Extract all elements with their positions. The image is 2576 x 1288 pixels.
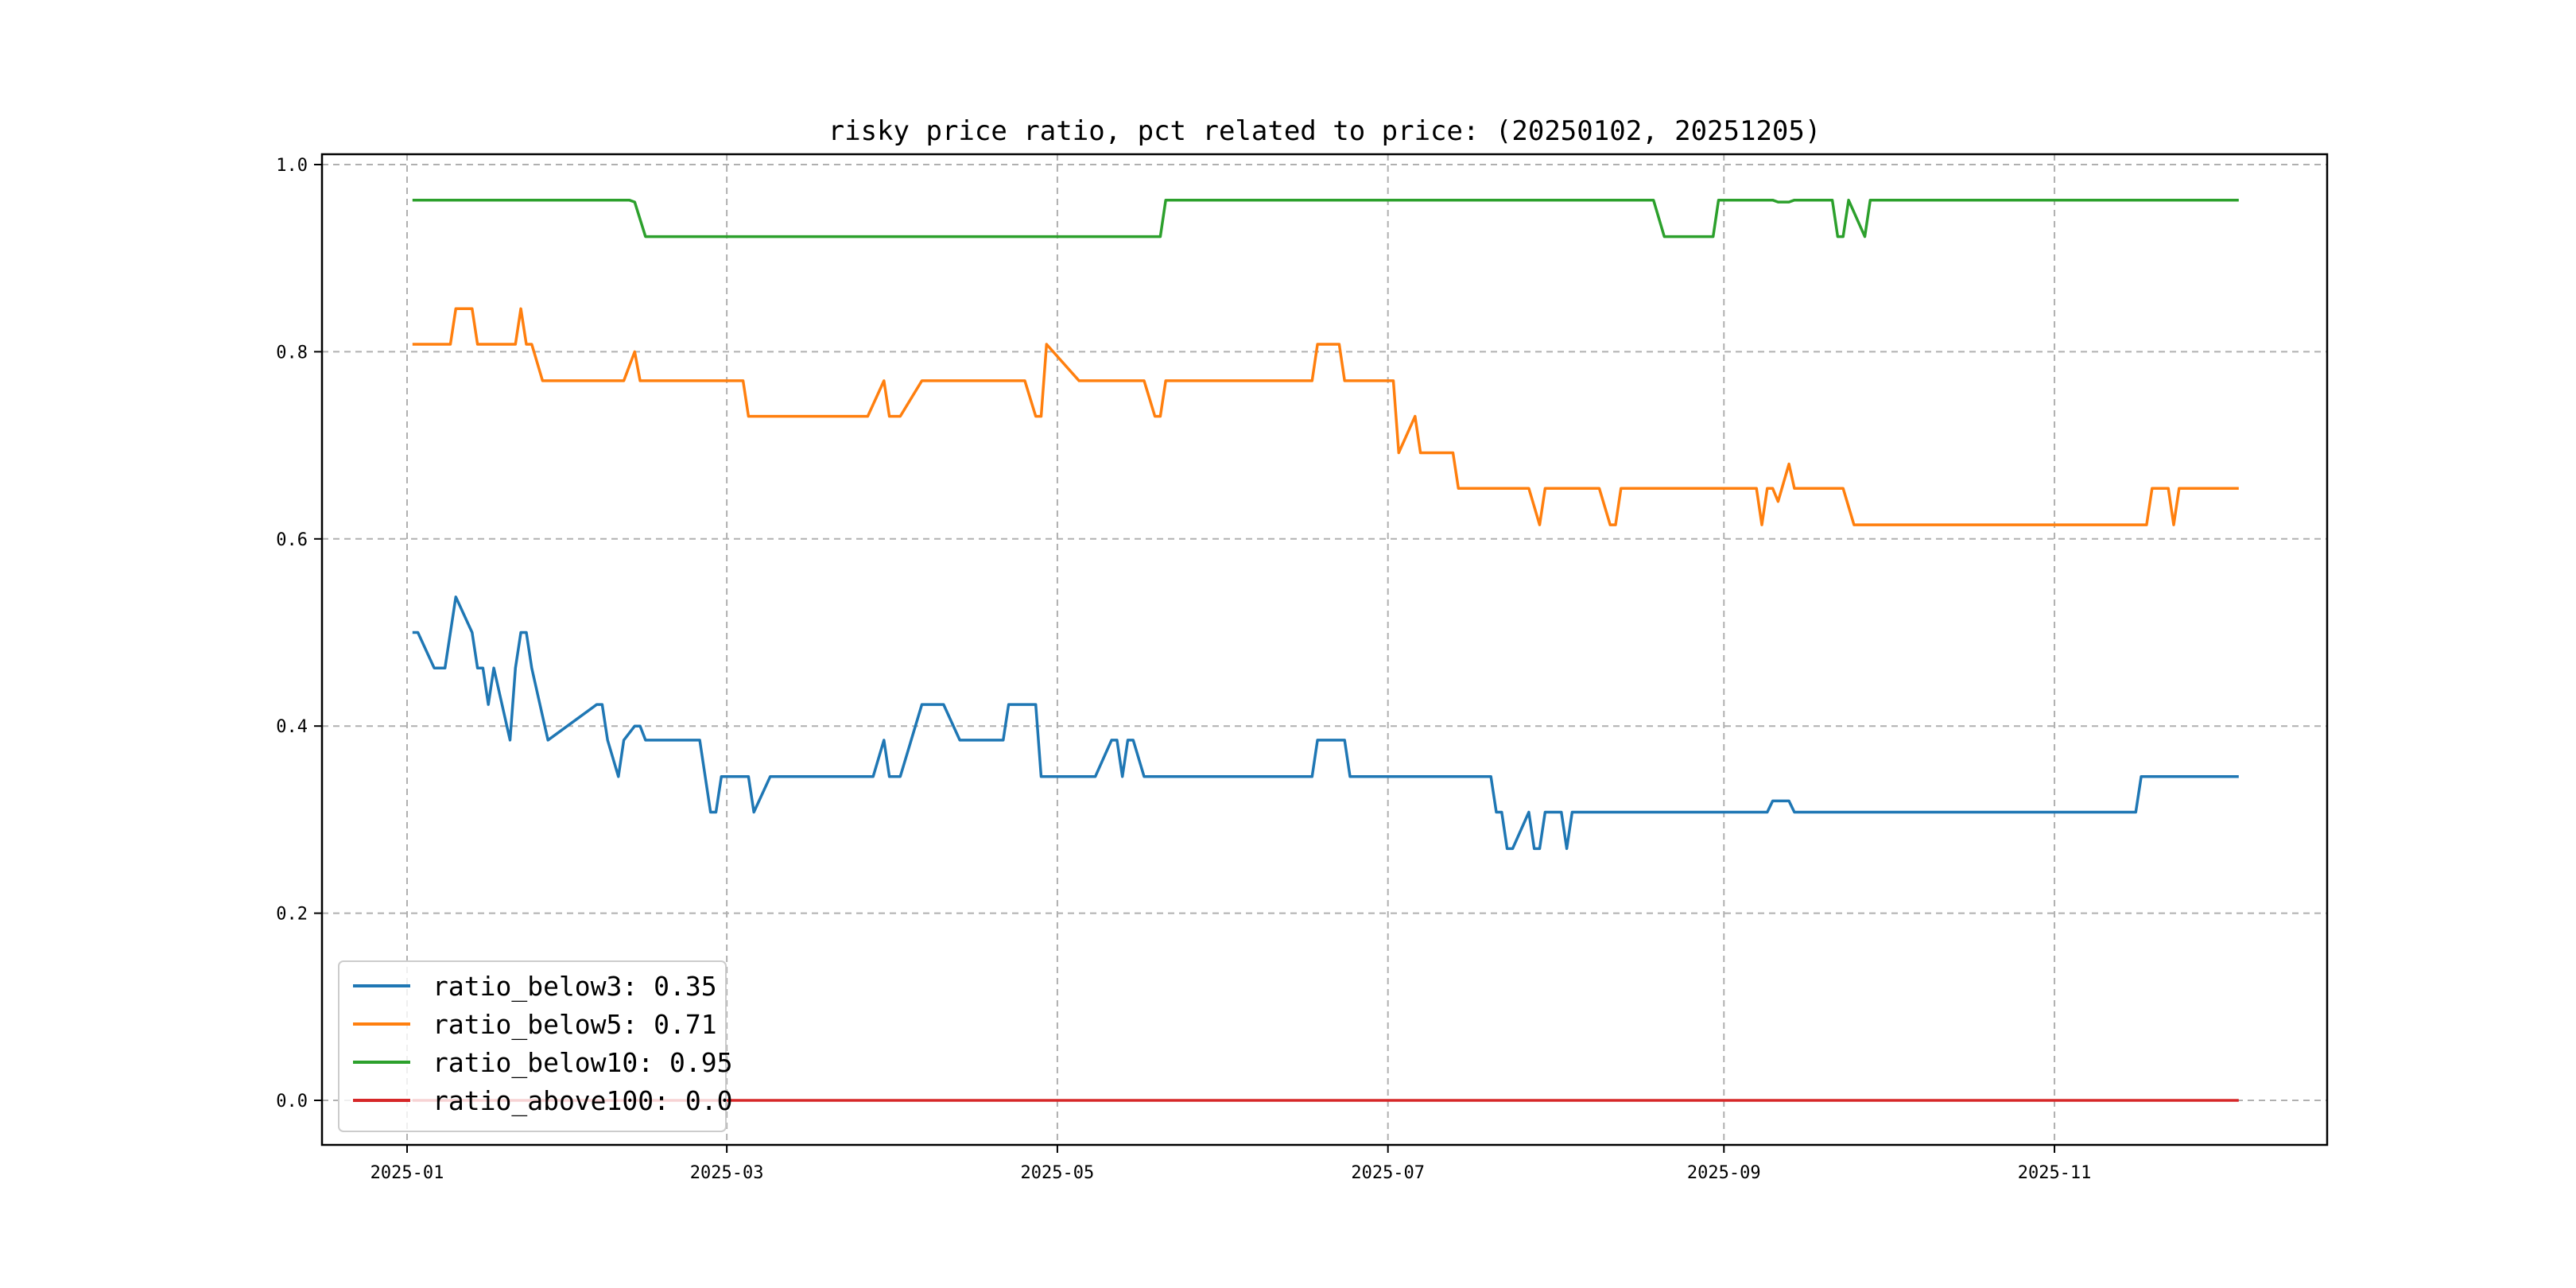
x-tick-label: 2025-11: [2018, 1163, 2092, 1183]
series-line-ratio-below10: [412, 198, 2239, 239]
y-tick-label: 0.6: [276, 530, 308, 550]
legend-label-ratio-below10: ratio_below10: 0.95: [433, 1047, 733, 1079]
y-tick-label: 0.0: [276, 1092, 308, 1111]
x-tick-label: 2025-09: [1687, 1163, 1761, 1183]
legend: ratio_below3: 0.35 ratio_below5: 0.71 rati…: [338, 960, 733, 1132]
legend-label-ratio-below3: ratio_below3: 0.35: [433, 971, 717, 1003]
legend-label-ratio-below5: ratio_below5: 0.71: [433, 1009, 717, 1041]
series-line-ratio-below5: [412, 307, 2239, 526]
chart-title: risky price ratio, pct related to price:…: [828, 115, 1821, 147]
y-tick-label: 0.4: [276, 717, 308, 737]
y-tick-label: 0.2: [276, 905, 308, 925]
y-tick-label: 0.8: [276, 343, 308, 363]
plot-frame: [320, 153, 2329, 1146]
x-tick-label: 2025-07: [1351, 1163, 1425, 1183]
series-line-ratio-below3: [412, 596, 2239, 851]
x-tick-label: 2025-05: [1021, 1163, 1095, 1183]
y-tick-label: 1.0: [276, 156, 308, 176]
grid: [322, 154, 2327, 1145]
legend-box: [338, 960, 727, 1132]
legend-label-ratio-above100: ratio_above100: 0.0: [433, 1085, 733, 1117]
axis-ticks: 2025-01 2025-03 2025-05 2025-07 2025-09 2025-…: [276, 156, 2091, 1183]
x-tick-label: 2025-03: [690, 1163, 764, 1183]
x-tick-label: 2025-01: [370, 1163, 444, 1183]
